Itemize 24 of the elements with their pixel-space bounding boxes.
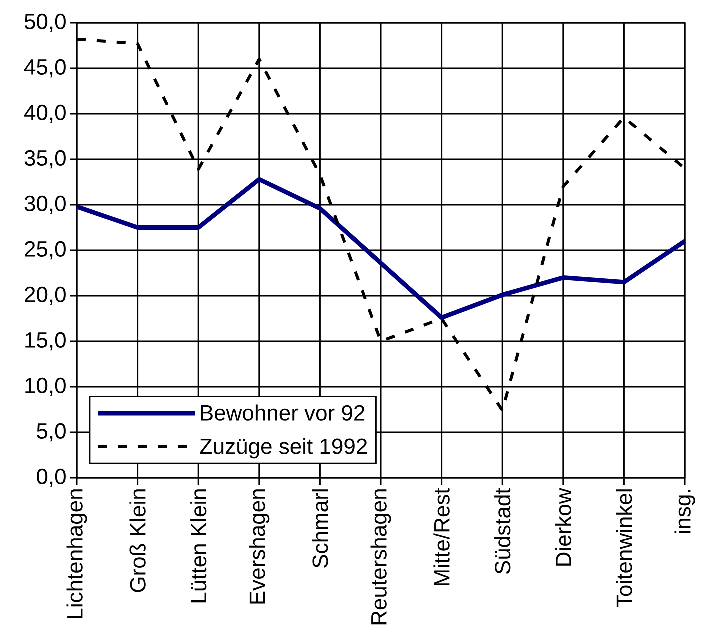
x-tick-label: Mitte/Rest [434,488,450,586]
y-tick-label: 35,0 [24,150,66,169]
x-tick-label: Lichtenhagen [66,490,88,619]
legend-label: Bewohner vor 92 [201,404,365,421]
x-tick-label: Dierkow [555,488,572,566]
y-tick-label: 40,0 [24,104,66,124]
y-tick-label: 30,0 [24,196,66,214]
x-tick-label: Schmarl [312,490,328,568]
legend-label: Zuzüge seit 1992 [200,438,368,459]
y-tick-label: 50,0 [24,14,66,32]
x-tick-label: Toitenwinkel [616,490,632,608]
y-tick-label: 0,0 [37,468,66,488]
y-tick-label: 45,0 [24,59,66,78]
y-tick-label: 10,0 [26,378,66,396]
x-tick-label: Lütten Klein [190,490,207,603]
x-tick-label: Evershagen [249,490,270,604]
y-tick-label: 20,0 [25,286,66,306]
y-tick-label: 5,0 [37,423,66,442]
x-tick-label: insg. [674,490,696,534]
x-tick-label: Reutershagen [370,490,392,625]
y-tick-label: 15,0 [26,332,66,351]
y-tick-label: 25,0 [25,241,66,260]
x-tick-label: Groß Klein [130,490,146,592]
x-tick-label: Südstadt [494,488,511,574]
